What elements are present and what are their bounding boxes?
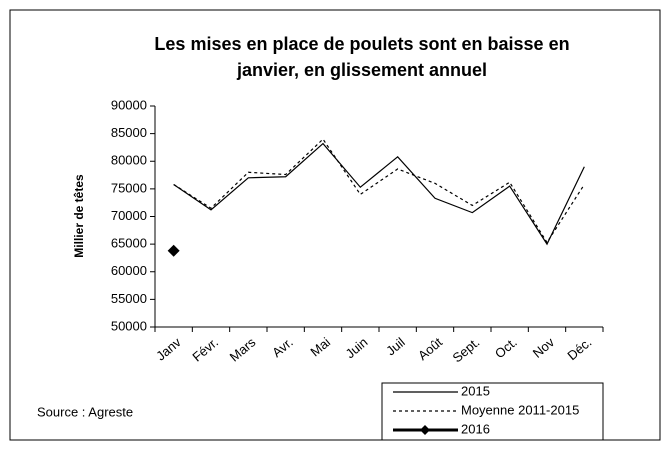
chart-border bbox=[9, 9, 661, 441]
legend-label: Moyenne 2011-2015 bbox=[461, 402, 579, 417]
y-tick-label: 75000 bbox=[111, 180, 147, 195]
y-tick-label: 85000 bbox=[111, 125, 147, 140]
y-tick-label: 50000 bbox=[111, 318, 147, 333]
legend-label: 2015 bbox=[461, 383, 490, 398]
chart-title: janvier, en glissement annuel bbox=[236, 60, 487, 80]
y-tick-label: 60000 bbox=[111, 263, 147, 278]
y-tick-label: 55000 bbox=[111, 291, 147, 306]
legend-label: 2016 bbox=[461, 421, 490, 436]
y-tick-label: 70000 bbox=[111, 208, 147, 223]
y-tick-label: 90000 bbox=[111, 97, 147, 112]
point-marker bbox=[167, 244, 180, 257]
chart-title: Les mises en place de poulets sont en ba… bbox=[154, 34, 569, 54]
y-tick-label: 65000 bbox=[111, 236, 147, 251]
series-line bbox=[173, 142, 585, 246]
y-axis-label: Millier de têtes bbox=[72, 174, 86, 258]
source: Source : Agreste bbox=[37, 404, 133, 419]
y-tick-label: 80000 bbox=[111, 153, 147, 168]
legend-marker bbox=[420, 425, 430, 435]
